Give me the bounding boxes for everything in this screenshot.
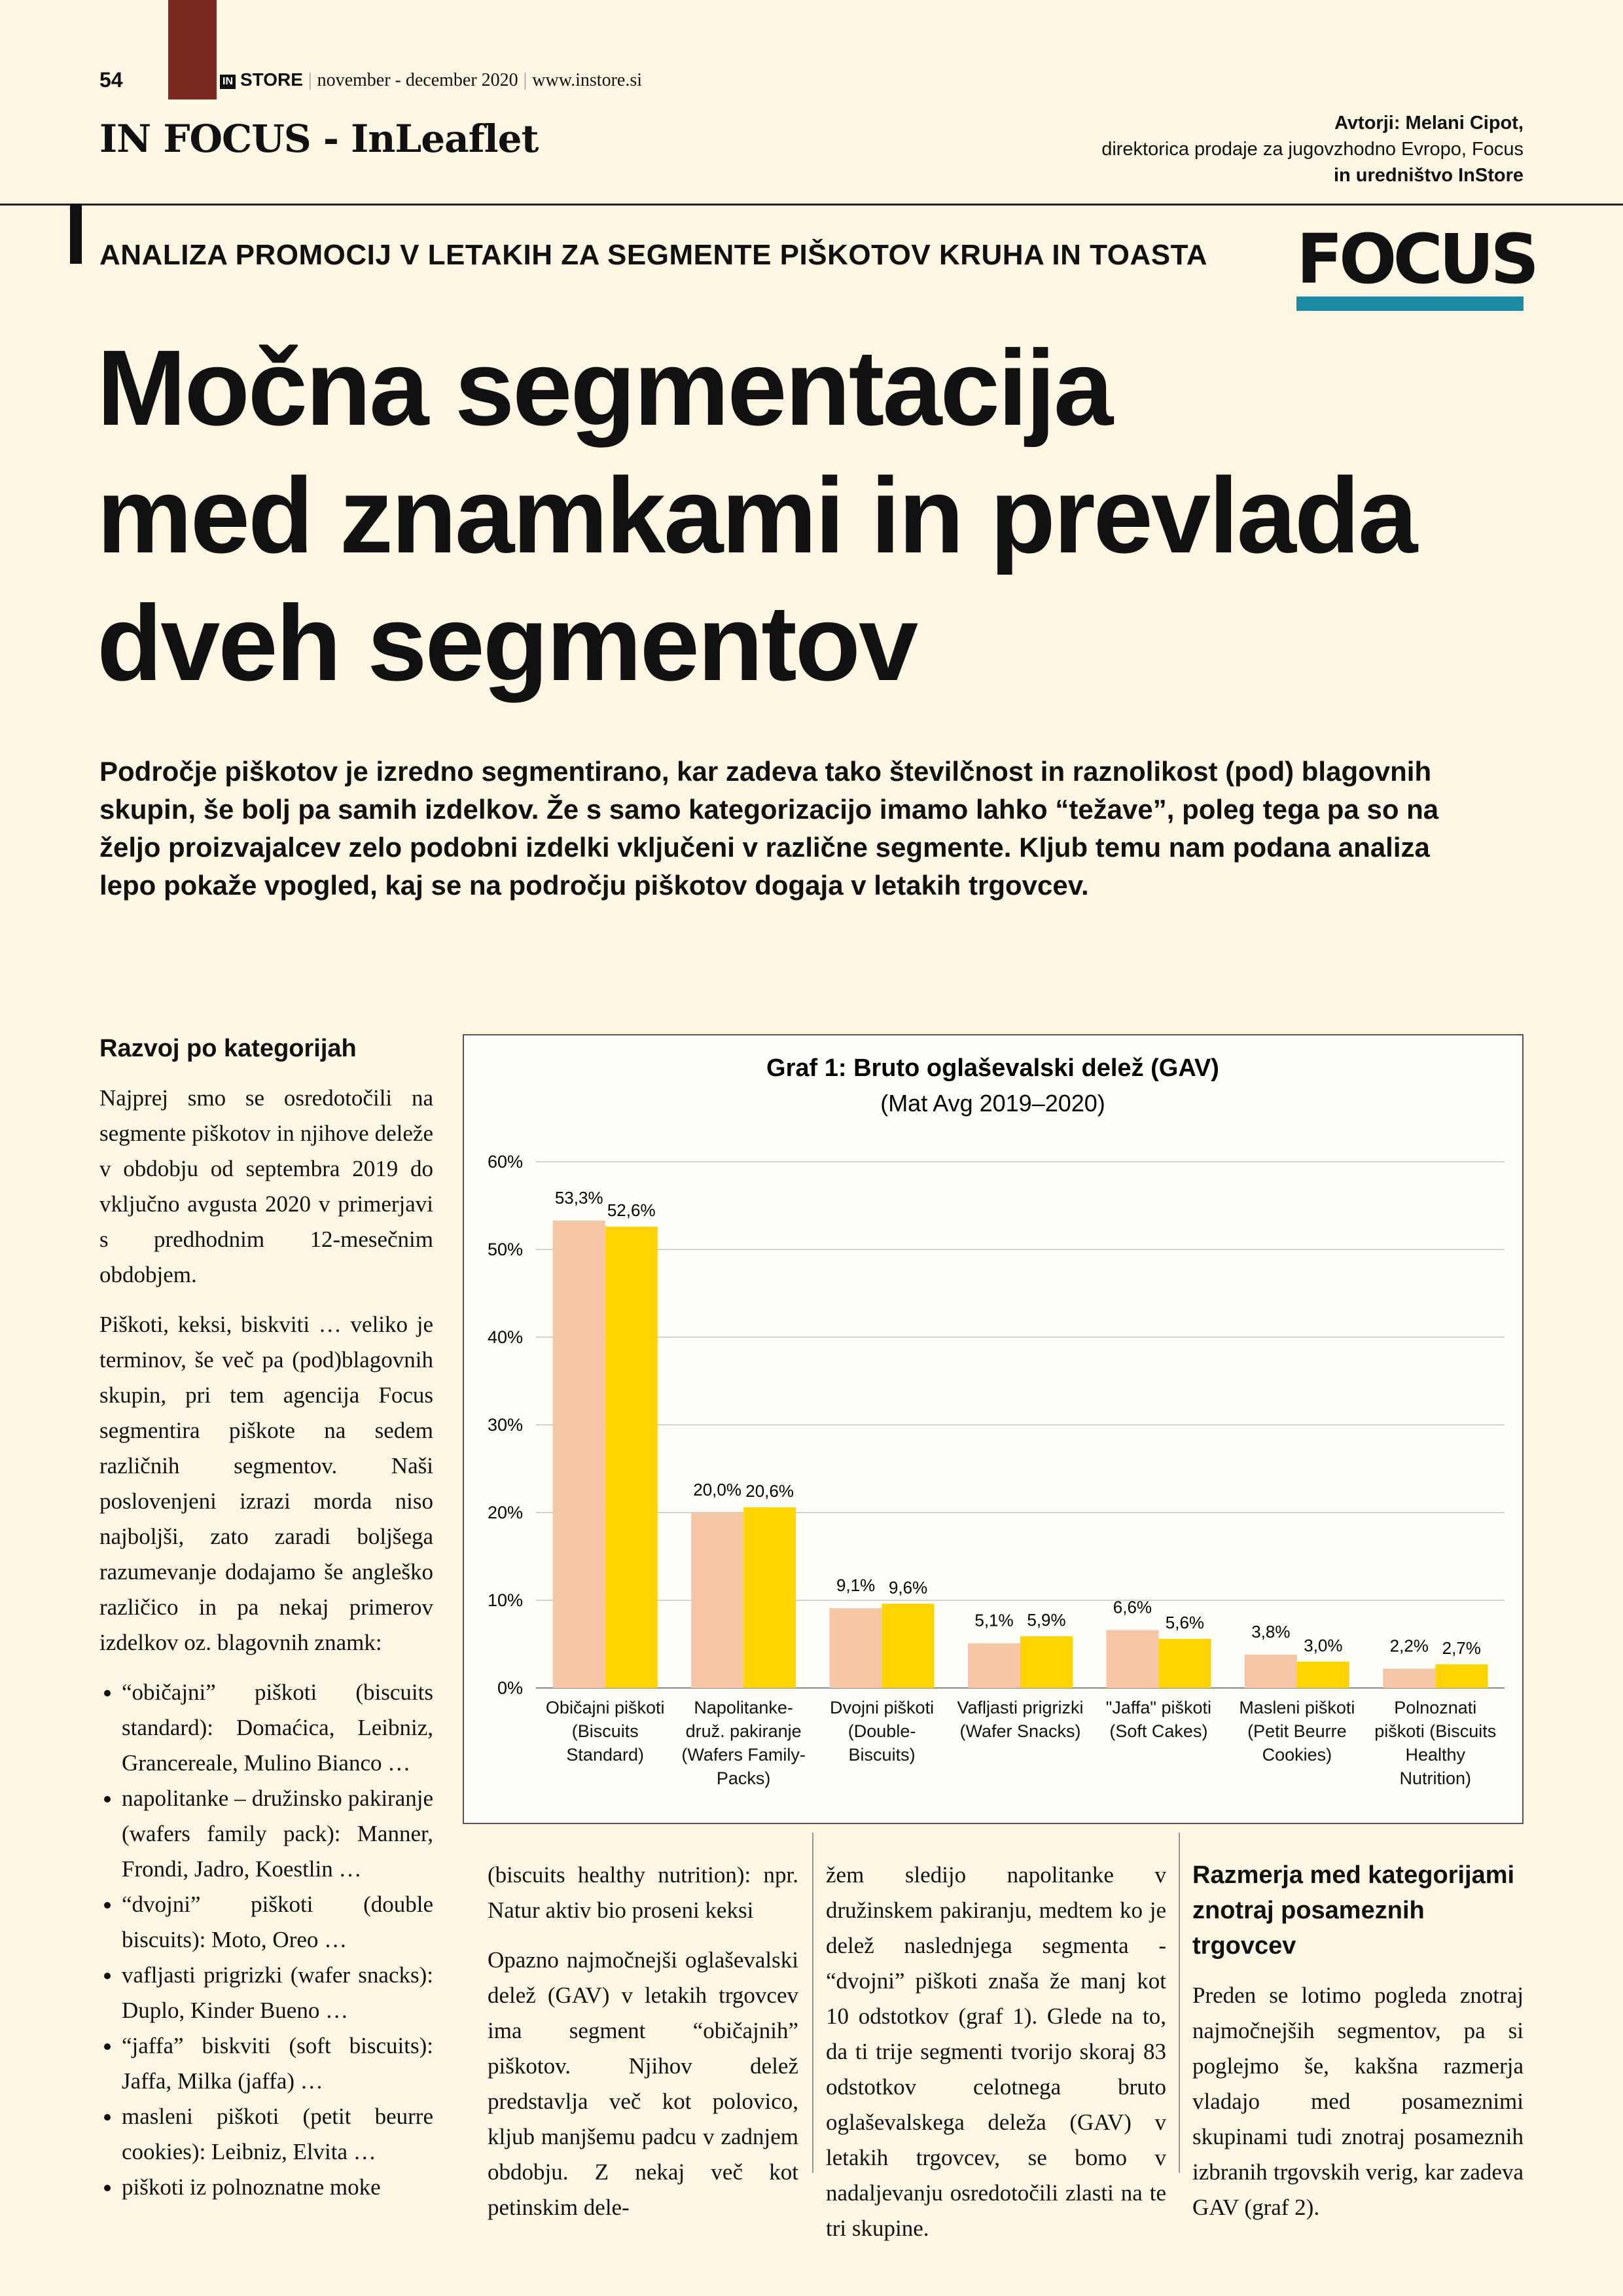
x-tick-label: Napolitanke-druž. pakiranje (Wafers Fami… — [681, 1698, 806, 1788]
lead: Področje piškotov je izredno segmentiran… — [99, 756, 1439, 901]
column-separator — [812, 1833, 813, 2173]
bar — [829, 1608, 882, 1688]
bar — [691, 1513, 744, 1688]
bar — [552, 1220, 605, 1688]
bar — [1435, 1664, 1488, 1688]
bar — [1296, 1661, 1349, 1688]
x-tick-label: Vafljasti prigrizki (Wafer Snacks) — [957, 1698, 1084, 1741]
paragraph: (biscuits healthy nutrition): npr. Natur… — [488, 1862, 798, 1923]
column-heading: Razvoj po kategorijah — [99, 1035, 357, 1062]
top-bar — [168, 0, 217, 99]
author-line: in uredništvo InStore — [1333, 165, 1524, 186]
column: Razmerja med kategorijami znotraj posame… — [1192, 1857, 1524, 2240]
list-item: napolitanke – družinsko pakiranje (wafer… — [122, 1781, 433, 1887]
y-tick-label: 10% — [488, 1590, 523, 1610]
brand-small: IN — [220, 74, 236, 89]
kicker: ANALIZA PROMOCIJ V LETAKIH ZA SEGMENTE P… — [99, 239, 1207, 271]
data-label: 53,3% — [555, 1188, 603, 1208]
data-label: 2,7% — [1442, 1638, 1481, 1658]
bar — [1244, 1655, 1297, 1688]
list-item: “običajni” piškoti (biscuits standard): … — [122, 1675, 433, 1781]
data-label: 9,6% — [889, 1577, 927, 1597]
paragraph: Opazno najmočnejši oglaševalski delež (G… — [488, 1947, 798, 2220]
list-item: “dvojni” piškoti (double biscuits): Moto… — [122, 1887, 433, 1958]
chart-subtitle: (Mat Avg 2019–2020) — [880, 1090, 1105, 1117]
brand: STORE — [240, 69, 303, 90]
author-line: direktorica prodaje za jugovzhodno Evrop… — [1101, 139, 1524, 160]
bar — [1383, 1668, 1436, 1688]
y-tick-label: 40% — [488, 1327, 523, 1347]
chart-box: Graf 1: Bruto oglaševalski delež (GAV) (… — [463, 1034, 1524, 1824]
column: žem sledijo napolitanke v družinskem pak… — [826, 1857, 1166, 2261]
issue-line: IN STORE | november - december 2020 | www.in… — [220, 69, 642, 91]
list-item: piškoti iz polnoznatne moke — [122, 2170, 433, 2205]
column-heading: Razmerja med kategorijami znotraj posame… — [1192, 1861, 1515, 1960]
data-label: 20,6% — [745, 1481, 794, 1501]
logo: FOCUS — [1296, 219, 1539, 317]
bar — [1158, 1638, 1211, 1688]
authors: Avtorji: Melani Cipot, direktorica proda… — [1101, 110, 1524, 188]
website: www.instore.si — [532, 70, 643, 90]
bar — [1106, 1630, 1159, 1688]
list-item: “jaffa” biskviti (soft biscuits): Jaffa,… — [122, 2028, 433, 2099]
section-title: IN FOCUS - InLeaflet — [99, 117, 539, 161]
data-label: 20,0% — [693, 1480, 741, 1499]
chart: Graf 1: Bruto oglaševalski delež (GAV) (… — [488, 1054, 1505, 1698]
x-tick-label: Masleni piškoti (Petit Beurre Cookies) — [1239, 1698, 1355, 1765]
rule — [0, 204, 1623, 206]
x-tick-label: Dvojni piškoti (Double-Biscuits) — [830, 1698, 935, 1765]
y-tick-label: 30% — [488, 1415, 523, 1435]
chart-title: Graf 1: Bruto oglaševalski delež (GAV) — [766, 1054, 1219, 1082]
data-label: 2,2% — [1390, 1636, 1429, 1656]
logo-text: FOCUS — [1296, 219, 1539, 299]
y-tick-label: 0% — [497, 1678, 523, 1698]
page-number: 54 — [99, 68, 123, 92]
kicker-bar — [70, 204, 82, 264]
list: “običajni” piškoti (biscuits standard): … — [99, 1675, 433, 2205]
x-tick-label: "Jaffa" piškoti (Soft Cakes) — [1105, 1698, 1212, 1741]
column: (biscuits healthy nutrition): npr. Natur… — [488, 1857, 798, 2240]
list-item: vafljasti prigrizki (wafer snacks): Dupl… — [122, 1958, 433, 2028]
y-tick-label: 60% — [488, 1152, 523, 1172]
y-tick-label: 50% — [488, 1240, 523, 1259]
bar — [605, 1227, 658, 1688]
column-separator — [1179, 1833, 1180, 2173]
data-label: 9,1% — [836, 1575, 875, 1595]
bar — [968, 1643, 1020, 1688]
data-label: 52,6% — [607, 1200, 656, 1220]
data-label: 3,8% — [1251, 1622, 1290, 1641]
data-label: 6,6% — [1113, 1598, 1152, 1617]
paragraph: Najprej smo se osredotočili na segmente … — [99, 1085, 433, 1287]
list-item: masleni piškoti (petit beurre cookies): … — [122, 2099, 433, 2170]
x-tick-label: Običajni piškoti (Biscuits Standard) — [545, 1698, 665, 1765]
author-line: Avtorji: Melani Cipot, — [1334, 113, 1524, 134]
bar — [743, 1507, 796, 1688]
data-label: 5,9% — [1027, 1610, 1065, 1630]
headline-line: Močna segmentacija — [97, 328, 1113, 448]
column: Razvoj po kategorijah Najprej smo se osr… — [99, 1031, 433, 2205]
issue: november - december 2020 — [317, 70, 518, 90]
bar — [1020, 1636, 1073, 1688]
data-label: 5,6% — [1166, 1613, 1204, 1632]
data-label: 3,0% — [1304, 1636, 1342, 1655]
y-tick-label: 20% — [488, 1503, 523, 1522]
data-label: 5,1% — [974, 1611, 1013, 1630]
headline-line: med znamkami in prevlada — [97, 456, 1418, 575]
x-tick-label: Polnoznati piškoti (Biscuits Healthy Nut… — [1374, 1698, 1497, 1788]
paragraph: žem sledijo napolitanke v družinskem pak… — [826, 1862, 1166, 2241]
bar — [882, 1604, 935, 1688]
paragraph: Piškoti, keksi, biskviti … veliko je ter… — [99, 1312, 433, 1655]
headline-line: dveh segmentov — [97, 583, 918, 703]
paragraph: Preden se lotimo pogleda znotraj najmočn… — [1192, 1982, 1524, 2220]
headline: Močna segmentacija med znamkami in prevl… — [97, 324, 1418, 707]
